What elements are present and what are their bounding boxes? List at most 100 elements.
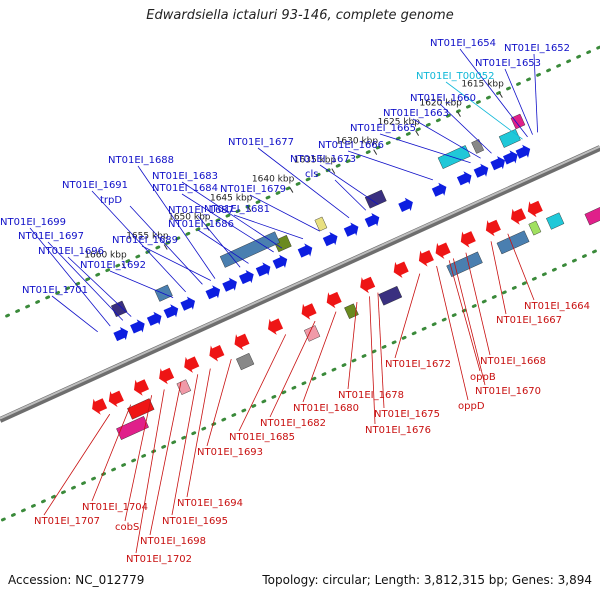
tick-mark xyxy=(121,263,126,269)
axis-line xyxy=(0,145,600,423)
reverse-gene-arrow xyxy=(393,261,409,278)
forward-gene-label: NT01EI_1699 xyxy=(0,217,66,228)
forward-gene-label: NT01EI_1686 xyxy=(168,219,234,230)
reverse-gene-label: oppB xyxy=(470,372,496,383)
tick-label: 1645 kbp xyxy=(210,194,253,204)
forward-gene-label: NT01EI_1687 xyxy=(168,205,234,216)
forward-leader-line xyxy=(334,179,367,211)
reverse-gene-arrow xyxy=(159,367,175,385)
forward-leader-line xyxy=(233,214,304,240)
accession-text: Accession: NC_012779 xyxy=(8,573,145,587)
forward-gene-arrow xyxy=(490,156,505,171)
tick-mark xyxy=(247,206,252,212)
kbp-ticks: 1615 kbp 1620 kbp 1625 kbp 1630 kbp 1635 kbp… xyxy=(84,80,504,269)
forward-leader-line xyxy=(459,48,528,138)
forward-gene-arrow xyxy=(456,171,472,186)
forward-gene-label: NT01EI_1654 xyxy=(430,38,496,49)
tick-mark xyxy=(373,149,378,155)
reverse-leader-line xyxy=(394,273,421,359)
forward-leader-line xyxy=(141,245,211,281)
forward-gene-arrow xyxy=(239,270,254,285)
forward-gene-arrow xyxy=(222,277,237,292)
forward-leader-line xyxy=(347,150,433,181)
tick-mark xyxy=(457,111,461,117)
reverse-gene-label: NT01EI_1676 xyxy=(365,425,431,436)
forward-leader-line xyxy=(137,165,216,279)
forward-leader-line xyxy=(504,68,533,135)
forward-leader-line xyxy=(29,227,111,327)
reverse-gene-label: cobS xyxy=(115,522,139,533)
reverse-leader-line xyxy=(302,311,337,403)
reverse-leader-line xyxy=(43,413,111,516)
dotted-rings xyxy=(0,45,600,523)
reverse-gene-arrow xyxy=(268,318,284,335)
reverse-gene-arrow xyxy=(134,379,149,396)
reverse-gene-arrow xyxy=(418,250,434,267)
forward-leader-line xyxy=(319,164,379,205)
forward-cds-block xyxy=(314,216,328,232)
forward-cds-block xyxy=(437,145,471,169)
forward-cds-block xyxy=(364,189,387,209)
forward-cds-block xyxy=(498,128,521,148)
forward-gene-arrow xyxy=(503,150,518,165)
reverse-cds-block xyxy=(116,416,149,440)
reverse-gene-label: NT01EI_1695 xyxy=(162,516,228,527)
forward-gene-label: cls xyxy=(305,169,319,180)
tick-mark xyxy=(163,244,168,250)
tick-mark xyxy=(289,187,294,193)
forward-gene-label: trpD xyxy=(100,195,122,206)
reverse-gene-label: oppD xyxy=(458,401,485,412)
forward-gene-arrow xyxy=(146,311,162,326)
forward-cds-block xyxy=(154,284,173,302)
reverse-gene-label: NT01EI_1672 xyxy=(385,359,451,370)
forward-gene-label: NT01EI_1692 xyxy=(80,260,146,271)
forward-gene-arrow xyxy=(113,327,128,342)
reverse-gene-label: NT01EI_1702 xyxy=(126,554,192,565)
forward-gene-label: NT01EI_1689 xyxy=(112,235,178,246)
forward-leader-line xyxy=(67,256,132,317)
tick-label: 1625 kbp xyxy=(378,118,421,128)
reverse-gene-label: NT01EI_1698 xyxy=(140,536,206,547)
reverse-gene-arrow xyxy=(209,345,225,362)
forward-gene-label: NT01EI_1652 xyxy=(504,43,570,54)
reverse-cds-block xyxy=(127,398,155,420)
reverse-cds-block xyxy=(584,207,600,226)
reverse-gene-label: NT01EI_1693 xyxy=(197,447,263,458)
forward-gene-label: NT01EI_1679 xyxy=(220,184,286,195)
forward-gene-arrow xyxy=(322,232,338,247)
reverse-gene-arrow xyxy=(435,242,451,259)
reverse-gene-label: NT01EI_1694 xyxy=(177,498,243,509)
forward-leader-line xyxy=(249,194,320,232)
reverse-gene-arrow xyxy=(460,231,476,248)
forward-gene-arrow xyxy=(272,254,288,269)
forward-leader-line xyxy=(257,147,350,219)
reverse-leader-line xyxy=(490,241,507,315)
forward-gene-label: NT01EI_1673 xyxy=(290,154,356,165)
forward-leader-line xyxy=(379,133,471,164)
forward-leader-line xyxy=(445,81,523,140)
reverse-cds-block xyxy=(546,212,565,230)
reverse-gene-arrow xyxy=(108,390,124,408)
forward-gene-label: NT01EI_T00052 xyxy=(416,71,495,82)
forward-gene-label: NT01EI_1665 xyxy=(350,123,416,134)
forward-leader-line xyxy=(129,205,203,285)
tick-label: 1650 kbp xyxy=(168,213,211,223)
forward-cds-block xyxy=(471,139,485,154)
tick-label: 1630 kbp xyxy=(336,137,379,147)
reverse-leader-line xyxy=(465,252,491,356)
reverse-leader-line xyxy=(347,302,358,390)
reverse-gene-label: NT01EI_1707 xyxy=(34,516,100,527)
reverse-gene-label: NT01EI_1704 xyxy=(82,502,148,513)
reverse-cds-block xyxy=(303,325,321,342)
reverse-leader-line xyxy=(269,320,316,418)
reverse-cds-block xyxy=(446,251,483,278)
forward-leader-line xyxy=(197,229,249,264)
reverse-leader-line xyxy=(206,358,232,447)
tick-mark xyxy=(331,168,336,174)
backbone-axis xyxy=(0,145,600,423)
forward-cds-block xyxy=(510,113,526,130)
reverse-leader-line xyxy=(149,381,182,536)
forward-cds-block xyxy=(219,231,280,268)
forward-gene-label: NT01EI_1683 xyxy=(152,171,218,182)
